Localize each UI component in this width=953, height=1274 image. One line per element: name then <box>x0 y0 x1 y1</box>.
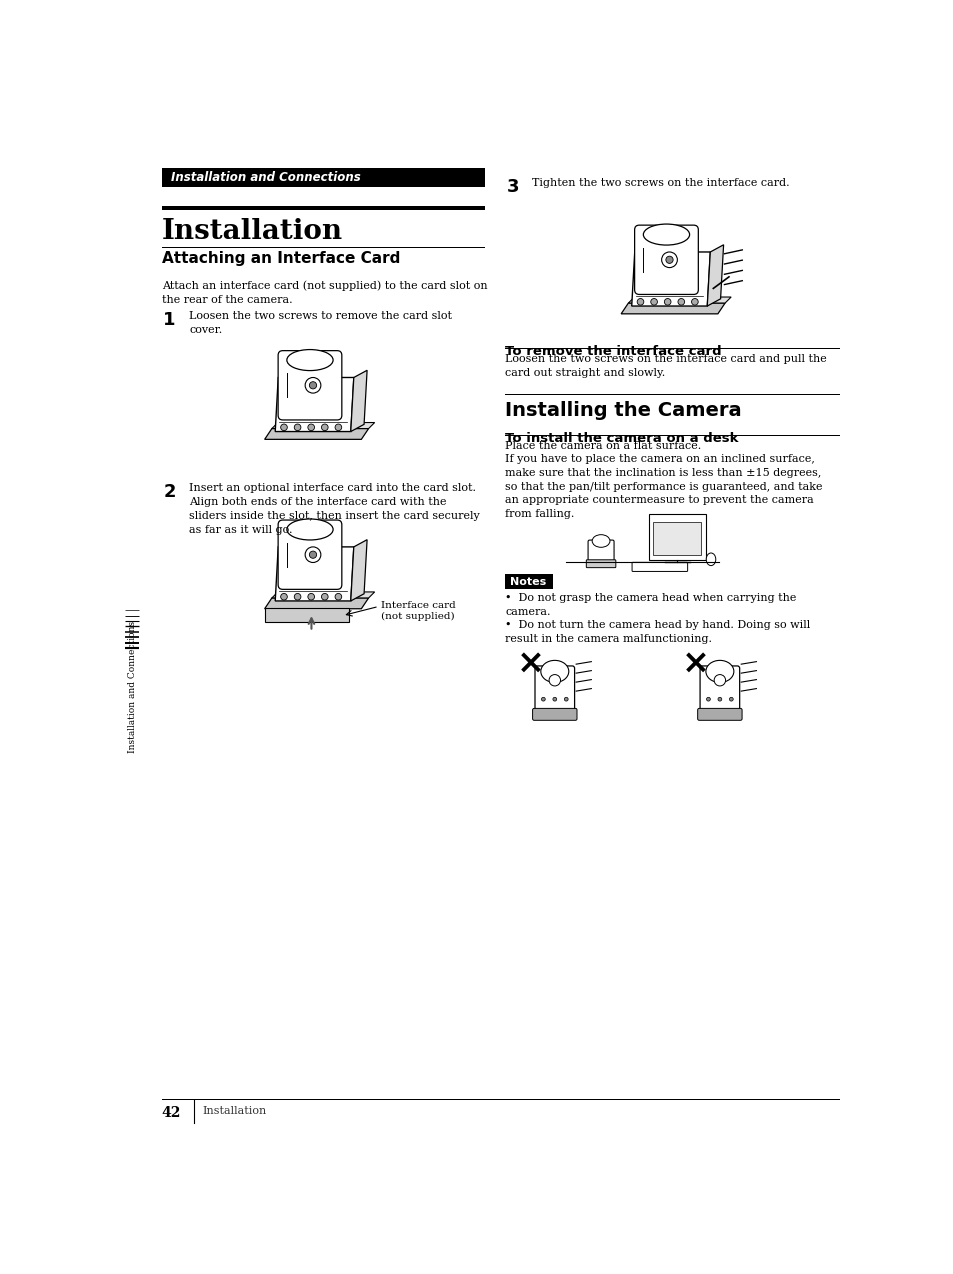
Polygon shape <box>631 252 710 306</box>
Text: Tighten the two screws on the interface card.: Tighten the two screws on the interface … <box>532 177 789 187</box>
Polygon shape <box>351 540 367 601</box>
Circle shape <box>280 424 287 431</box>
Circle shape <box>564 697 568 701</box>
Polygon shape <box>706 245 722 306</box>
Circle shape <box>335 424 341 431</box>
Polygon shape <box>274 377 354 432</box>
Circle shape <box>661 252 677 268</box>
Bar <box>264 608 349 622</box>
Polygon shape <box>264 428 368 440</box>
Circle shape <box>678 298 684 306</box>
Circle shape <box>294 424 300 431</box>
FancyBboxPatch shape <box>632 562 687 572</box>
FancyBboxPatch shape <box>586 559 616 568</box>
Ellipse shape <box>705 660 733 683</box>
Ellipse shape <box>705 553 715 566</box>
Text: •  Do not grasp the camera head when carrying the
camera.: • Do not grasp the camera head when carr… <box>505 594 796 618</box>
Polygon shape <box>272 592 375 598</box>
Circle shape <box>309 382 316 389</box>
FancyBboxPatch shape <box>697 708 741 720</box>
Text: Notes: Notes <box>509 577 545 587</box>
Circle shape <box>663 298 670 306</box>
FancyBboxPatch shape <box>587 540 614 563</box>
Ellipse shape <box>592 535 609 548</box>
Circle shape <box>305 547 320 563</box>
Text: 2: 2 <box>163 483 175 501</box>
Circle shape <box>321 424 328 431</box>
Polygon shape <box>620 303 724 313</box>
Text: Installation: Installation <box>202 1106 266 1116</box>
Circle shape <box>541 697 545 701</box>
Text: Installation and Connections: Installation and Connections <box>128 622 137 753</box>
FancyBboxPatch shape <box>278 350 341 420</box>
Text: Attach an interface card (not supplied) to the card slot on
the rear of the came: Attach an interface card (not supplied) … <box>162 280 487 306</box>
Circle shape <box>714 674 725 685</box>
Circle shape <box>549 674 560 685</box>
FancyBboxPatch shape <box>700 666 739 713</box>
Text: ×: × <box>681 647 709 680</box>
Text: Loosen the two screws to remove the card slot
cover.: Loosen the two screws to remove the card… <box>189 312 452 335</box>
Ellipse shape <box>642 224 689 245</box>
Circle shape <box>706 697 710 701</box>
Circle shape <box>718 697 721 701</box>
Text: 3: 3 <box>506 177 518 195</box>
FancyBboxPatch shape <box>278 520 341 590</box>
Polygon shape <box>274 547 354 601</box>
Text: ×: × <box>517 647 544 680</box>
Bar <box>653 522 700 555</box>
Circle shape <box>280 594 287 600</box>
FancyBboxPatch shape <box>535 666 574 713</box>
Circle shape <box>308 594 314 600</box>
Ellipse shape <box>287 349 333 371</box>
Circle shape <box>335 594 341 600</box>
Circle shape <box>729 697 733 701</box>
Polygon shape <box>264 598 368 609</box>
Text: •  Do not turn the camera head by hand. Doing so will
result in the camera malfu: • Do not turn the camera head by hand. D… <box>505 620 810 645</box>
Circle shape <box>665 256 673 264</box>
Ellipse shape <box>287 519 333 540</box>
Text: Attaching an Interface Card: Attaching an Interface Card <box>162 251 400 266</box>
Bar <box>505 575 553 590</box>
Bar <box>648 515 705 561</box>
Circle shape <box>309 552 316 558</box>
Text: Installing the Camera: Installing the Camera <box>505 401 741 420</box>
Text: Loosen the two screws on the interface card and pull the
card out straight and s: Loosen the two screws on the interface c… <box>505 354 826 378</box>
Bar <box>162 205 484 210</box>
FancyBboxPatch shape <box>634 225 698 294</box>
Polygon shape <box>628 297 730 303</box>
FancyBboxPatch shape <box>532 708 577 720</box>
Circle shape <box>553 697 557 701</box>
Text: Installation and Connections: Installation and Connections <box>171 171 360 183</box>
Text: To install the camera on a desk: To install the camera on a desk <box>505 432 738 445</box>
Text: To remove the interface card: To remove the interface card <box>505 344 721 358</box>
Text: Installation: Installation <box>162 218 343 245</box>
Circle shape <box>637 298 643 306</box>
Circle shape <box>321 594 328 600</box>
Circle shape <box>650 298 657 306</box>
Ellipse shape <box>540 660 568 683</box>
Circle shape <box>691 298 698 306</box>
Circle shape <box>305 377 320 394</box>
Text: 1: 1 <box>163 312 175 330</box>
Text: Place the camera on a flat surface.
If you have to place the camera on an inclin: Place the camera on a flat surface. If y… <box>505 441 821 519</box>
Circle shape <box>294 594 300 600</box>
Polygon shape <box>272 423 375 428</box>
Circle shape <box>308 424 314 431</box>
Bar <box>162 167 484 187</box>
Text: Insert an optional interface card into the card slot.
Align both ends of the int: Insert an optional interface card into t… <box>189 483 479 535</box>
Text: Interface card
(not supplied): Interface card (not supplied) <box>381 601 456 620</box>
Text: 42: 42 <box>162 1106 181 1120</box>
Polygon shape <box>351 371 367 432</box>
